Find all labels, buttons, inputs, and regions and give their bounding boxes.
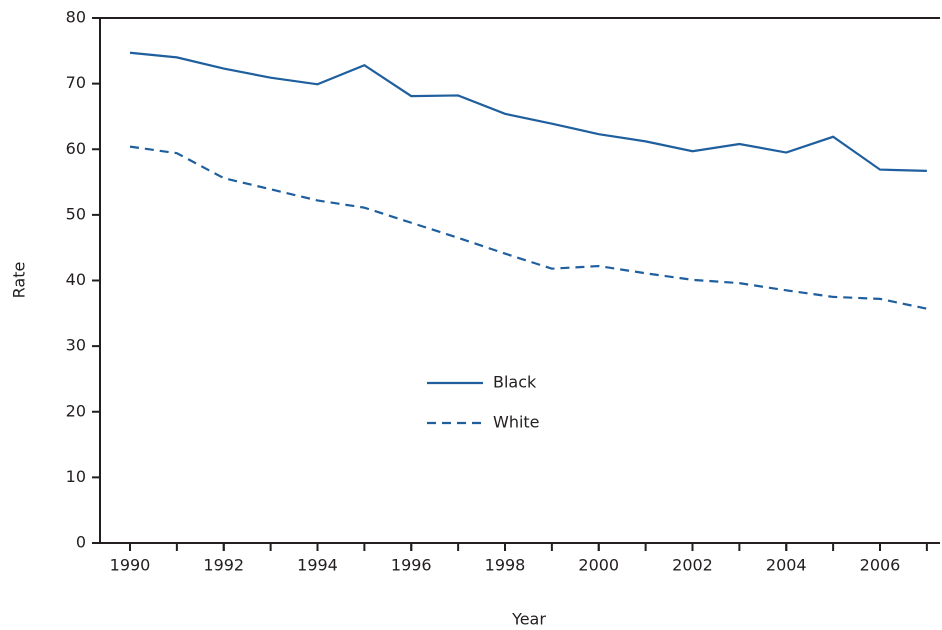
x-tick-label: 1994	[297, 556, 338, 575]
series-line	[129, 51, 927, 173]
x-tick-label: 1998	[485, 556, 526, 575]
y-tick-label: 40	[66, 270, 86, 289]
y-tick-label: 20	[66, 401, 86, 420]
y-tick-label: 0	[76, 533, 86, 552]
series-line	[129, 145, 928, 310]
x-tick-label: 1992	[203, 556, 244, 575]
y-tick-label: 10	[66, 467, 86, 486]
legend-label: Black	[493, 373, 537, 392]
x-tick-label: 2004	[766, 556, 807, 575]
y-tick-label: 70	[66, 73, 86, 92]
x-tick-label: 2000	[578, 556, 619, 575]
x-tick-label: 1996	[391, 556, 432, 575]
y-tick-label: 30	[66, 336, 86, 355]
x-tick-label: 2002	[672, 556, 713, 575]
y-tick-label: 50	[66, 204, 86, 223]
y-axis-label: Rate	[10, 262, 29, 299]
x-tick-label: 1990	[110, 556, 151, 575]
legend-label: White	[493, 413, 540, 432]
y-tick-label: 60	[66, 139, 86, 158]
x-tick-label: 2006	[860, 556, 901, 575]
y-tick-label: 80	[66, 8, 86, 27]
x-axis-label: Year	[511, 610, 546, 629]
